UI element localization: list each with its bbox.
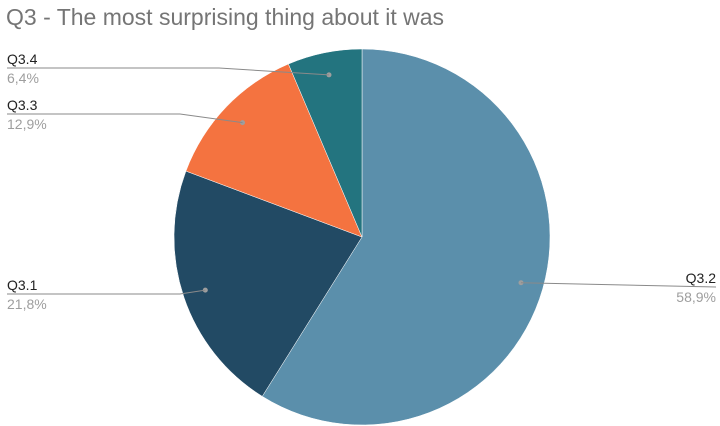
slice-percent-q3-4: 6,4% [7,70,39,86]
slice-label-q3-4: Q3.4 [7,51,38,67]
slice-percent-q3-1: 21,8% [7,296,47,312]
leader-line-q3-2 [520,282,717,288]
leader-line-q3-4 [7,67,330,76]
slice-percent-q3-3: 12,9% [7,116,47,132]
leader-line-q3-3 [7,113,243,124]
slice-label-q3-2: Q3.2 [686,270,717,286]
slice-label-q3-1: Q3.1 [7,277,38,293]
pie-slice-q3-3[interactable] [185,63,363,238]
slice-label-q3-3: Q3.3 [7,97,38,113]
pie-slices [173,48,551,426]
pie-slice-q3-2[interactable] [261,48,551,426]
leader-line-q3-1 [7,289,206,295]
chart-title: Q3 - The most surprising thing about it … [6,4,445,30]
slice-percent-q3-2: 58,9% [676,289,716,305]
slice-labels: Q3.2 58,9% Q3.1 21,8% Q3.3 12,9% Q3.4 6,4% [7,51,716,312]
pie-slice-q3-4[interactable] [288,48,363,238]
pie-slice-q3-1[interactable] [173,170,363,397]
leader-lines [7,67,717,295]
